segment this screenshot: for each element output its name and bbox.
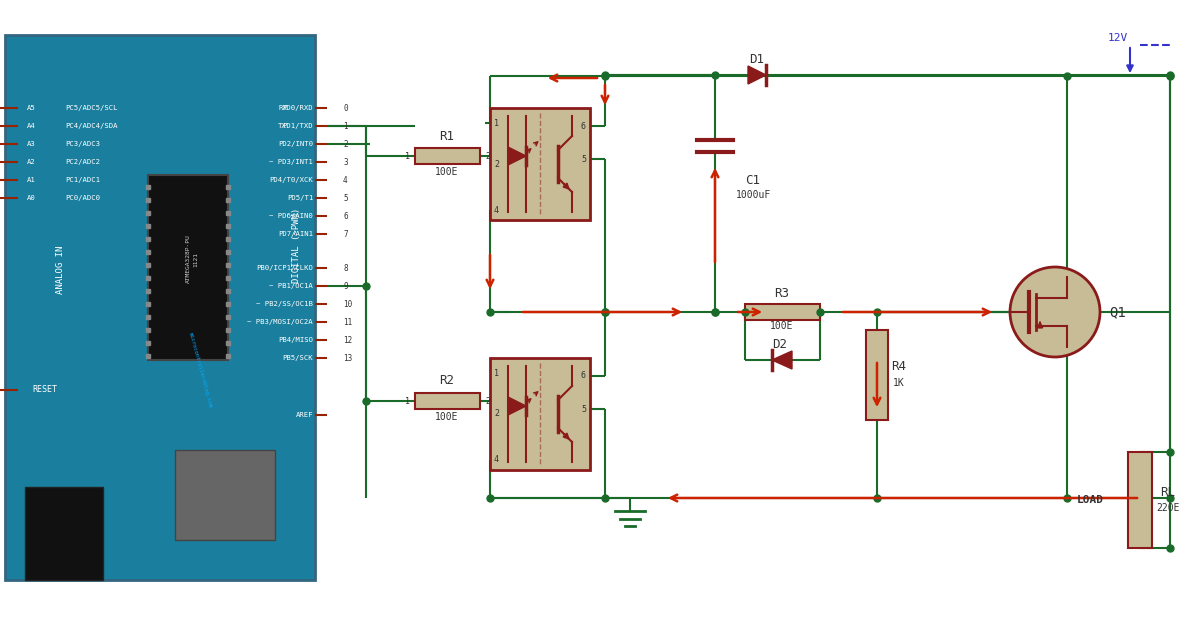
- Text: A0: A0: [28, 195, 36, 201]
- Text: PD4/T0/XCK: PD4/T0/XCK: [269, 177, 313, 183]
- Circle shape: [1010, 267, 1100, 357]
- Text: LOAD: LOAD: [1076, 495, 1104, 505]
- Bar: [490, 108, 590, 220]
- Text: RX: RX: [278, 105, 287, 111]
- Bar: [415, 393, 480, 409]
- Text: A1: A1: [28, 177, 36, 183]
- Polygon shape: [508, 397, 526, 415]
- Text: 2: 2: [485, 397, 490, 405]
- Text: 8: 8: [343, 264, 348, 272]
- Text: Q1: Q1: [1110, 305, 1127, 319]
- Text: PD0/RXD: PD0/RXD: [282, 105, 313, 111]
- Text: PD7/AIN1: PD7/AIN1: [278, 231, 313, 237]
- Text: PC1/ADC1: PC1/ADC1: [65, 177, 100, 183]
- Text: 6: 6: [343, 212, 348, 220]
- Text: microcontrollersblog.com: microcontrollersblog.com: [187, 332, 212, 409]
- Text: 6: 6: [581, 121, 586, 131]
- Text: 0: 0: [343, 103, 348, 113]
- Text: PC0/ADC0: PC0/ADC0: [65, 195, 100, 201]
- Text: 10: 10: [343, 300, 353, 308]
- Text: 1: 1: [406, 397, 410, 405]
- Bar: [415, 148, 480, 164]
- Text: PC2/ADC2: PC2/ADC2: [65, 159, 100, 165]
- Text: PC4/ADC4/SDA: PC4/ADC4/SDA: [65, 123, 118, 129]
- Text: PC3/ADC3: PC3/ADC3: [65, 141, 100, 147]
- Text: ATMEGA328P-PU: ATMEGA328P-PU: [186, 235, 191, 284]
- Text: RL: RL: [1160, 485, 1176, 498]
- Text: DIGITAL (~PWM): DIGITAL (~PWM): [292, 207, 300, 283]
- Polygon shape: [748, 66, 766, 84]
- Text: RESET: RESET: [32, 386, 58, 394]
- Text: 13: 13: [343, 353, 353, 363]
- Text: 3: 3: [343, 157, 348, 167]
- Polygon shape: [508, 147, 526, 165]
- Text: 12: 12: [343, 335, 353, 345]
- Bar: [25, 487, 103, 580]
- Text: A3: A3: [28, 141, 36, 147]
- Text: 5: 5: [581, 155, 586, 163]
- Text: 100E: 100E: [436, 167, 458, 177]
- Bar: [490, 358, 590, 470]
- Text: 1: 1: [343, 121, 348, 131]
- Text: ANALOG IN: ANALOG IN: [55, 246, 65, 294]
- Text: 220E: 220E: [1157, 503, 1180, 513]
- Text: 4: 4: [494, 206, 499, 215]
- Text: D2: D2: [773, 337, 787, 350]
- Text: AREF: AREF: [295, 412, 313, 418]
- Text: 2: 2: [485, 152, 490, 160]
- Text: 7: 7: [343, 230, 348, 238]
- Text: A5: A5: [28, 105, 36, 111]
- Text: 9: 9: [343, 282, 348, 290]
- Bar: [175, 450, 275, 540]
- Text: 100E: 100E: [436, 412, 458, 422]
- Text: 6: 6: [581, 371, 586, 381]
- Text: ~ PD6/AIN0: ~ PD6/AIN0: [269, 213, 313, 219]
- Text: 4: 4: [494, 456, 499, 464]
- Text: D1: D1: [750, 53, 764, 66]
- Text: R4: R4: [892, 360, 906, 373]
- Text: 11: 11: [343, 318, 353, 326]
- Text: 4: 4: [343, 176, 348, 184]
- Text: 1: 1: [406, 152, 410, 160]
- Text: 100E: 100E: [770, 321, 793, 331]
- Text: 5: 5: [581, 404, 586, 413]
- Text: PB0/ICP1/CLKO: PB0/ICP1/CLKO: [256, 265, 313, 271]
- Text: PC5/ADC5/SCL: PC5/ADC5/SCL: [65, 105, 118, 111]
- Text: A4: A4: [28, 123, 36, 129]
- Text: TX: TX: [278, 123, 287, 129]
- Text: R3: R3: [774, 287, 790, 300]
- Bar: [745, 304, 820, 320]
- Bar: [1128, 452, 1152, 548]
- Bar: [866, 330, 888, 420]
- Text: ~ PB3/MOSI/OC2A: ~ PB3/MOSI/OC2A: [247, 319, 313, 325]
- Text: 2: 2: [343, 139, 348, 149]
- Text: 1121: 1121: [193, 251, 198, 267]
- Text: ~ PD3/INT1: ~ PD3/INT1: [269, 159, 313, 165]
- Polygon shape: [772, 351, 792, 369]
- Text: R2: R2: [439, 374, 455, 387]
- Text: 1: 1: [494, 368, 499, 378]
- Text: C1: C1: [745, 173, 761, 186]
- Text: PB4/MISO: PB4/MISO: [278, 337, 313, 343]
- Text: 12V: 12V: [1108, 33, 1128, 43]
- Text: ~ PB2/SS/OC1B: ~ PB2/SS/OC1B: [256, 301, 313, 307]
- Text: 5: 5: [343, 194, 348, 202]
- Text: 2: 2: [494, 160, 499, 168]
- Text: 1: 1: [494, 118, 499, 128]
- Bar: [148, 175, 228, 360]
- Text: PD5/T1: PD5/T1: [287, 195, 313, 201]
- Bar: [5, 35, 314, 580]
- Text: PB5/SCK: PB5/SCK: [282, 355, 313, 361]
- Text: A2: A2: [28, 159, 36, 165]
- Text: 1000uF: 1000uF: [736, 190, 770, 200]
- Text: R1: R1: [439, 129, 455, 142]
- Text: PD2/INT0: PD2/INT0: [278, 141, 313, 147]
- Text: ~ PB1/OC1A: ~ PB1/OC1A: [269, 283, 313, 289]
- Text: 2: 2: [494, 410, 499, 418]
- Text: 1K: 1K: [893, 378, 905, 388]
- Text: PD1/TXD: PD1/TXD: [282, 123, 313, 129]
